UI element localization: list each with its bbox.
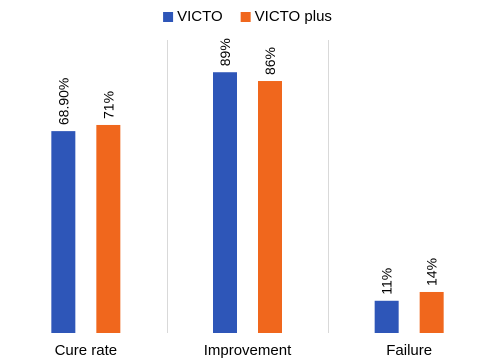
bar-victo-plus-cure-rate	[96, 124, 121, 333]
bar-victo-failure	[374, 300, 399, 333]
bar-victo-improvement	[213, 72, 237, 333]
bar-victo-plus-improvement	[258, 81, 282, 334]
legend-swatch-victo	[163, 12, 174, 22]
x-tick-label-cure-rate: Cure rate	[55, 342, 118, 358]
data-label-victo-improvement: 89%	[217, 38, 233, 66]
data-label-victo-failure: 11%	[379, 268, 395, 295]
x-axis-ticks: Cure rate Improvement Failure	[55, 342, 433, 358]
data-label-victo-plus-improvement: 86%	[262, 47, 278, 75]
bar-victo-plus-failure	[419, 291, 444, 333]
data-label-victo-plus-failure: 14%	[424, 258, 440, 286]
bar-victo-cure-rate	[51, 131, 76, 333]
data-label-victo-plus-cure-rate: 71%	[100, 91, 116, 119]
legend-label-victo: VICTO	[177, 8, 223, 25]
data-label-victo-cure-rate: 68.90%	[55, 78, 71, 125]
data-labels: 68.90% 71% 89% 86% 11% 14%	[55, 38, 439, 295]
legend-swatch-victo-plus	[240, 12, 251, 22]
legend: VICTO VICTO plus	[163, 8, 332, 25]
x-tick-label-failure: Failure	[386, 342, 432, 358]
legend-label-victo-plus: VICTO plus	[255, 8, 332, 25]
bars	[51, 72, 444, 334]
category-separators	[167, 40, 329, 333]
x-tick-label-improvement: Improvement	[204, 342, 292, 358]
